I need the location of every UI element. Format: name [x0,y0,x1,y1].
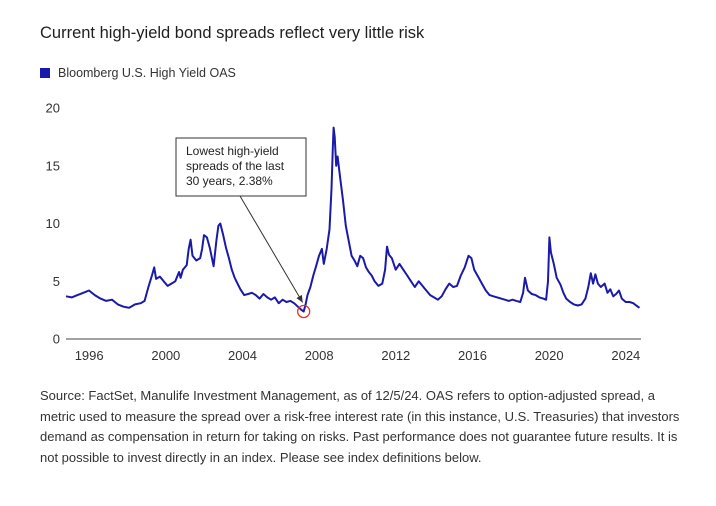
series-line [65,126,641,313]
source-note: Source: FactSet, Manulife Investment Man… [40,388,680,465]
x-tick-label: 2024 [611,348,640,363]
x-tick-label: 2004 [228,348,257,363]
x-tick-label: 2020 [535,348,564,363]
chart-title: Current high-yield bond spreads reflect … [40,24,425,42]
annotation-text-line: spreads of the last [186,159,285,173]
annotation-pointer [239,195,304,303]
annotation-text-line: Lowest high-yield [186,144,279,158]
y-tick-label: 10 [46,216,60,231]
x-tick-label: 2008 [305,348,334,363]
y-tick-label: 5 [53,274,60,289]
x-tick-label: 2000 [151,348,180,363]
legend-label: Bloomberg U.S. High Yield OAS [58,66,236,80]
annotation-arrowhead [296,294,303,303]
x-tick-label: 1996 [75,348,104,363]
y-tick-labels: 0 5 10 15 20 [46,101,60,347]
y-tick-label: 15 [46,158,60,173]
legend-swatch [40,68,50,78]
y-tick-label: 0 [53,332,60,347]
annotation-text-line: 30 years, 2.38% [186,174,273,188]
line-chart: 0 5 10 15 20 1996 2000 2004 2008 2012 2016 2020 202… [46,101,641,363]
x-tick-label: 2012 [381,348,410,363]
annotation-frame [175,137,307,197]
annotation-circle [297,304,311,319]
x-tick-labels: 1996 2000 2004 2008 2012 2016 2020 2024 [75,348,641,363]
chart-legend: Bloomberg U.S. High Yield OAS [40,66,236,80]
x-tick-label: 2016 [458,348,487,363]
y-tick-label: 20 [46,101,60,116]
